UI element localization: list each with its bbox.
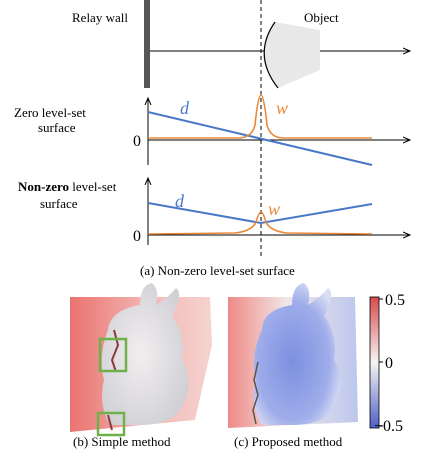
colorbar-gradient — [369, 296, 380, 429]
caption-b: (b) Simple method — [73, 434, 171, 449]
object-label: Object — [304, 10, 339, 25]
nonzero-plot-d-line — [147, 202, 373, 225]
caption-c: (c) Proposed method — [234, 434, 343, 449]
object-region — [264, 22, 320, 88]
zero-level-set-plot: Zero level-set surface 0 d w — [14, 94, 410, 166]
colorbar-label-min: −0.5 — [374, 418, 403, 435]
proposed-method-render — [228, 283, 358, 428]
zero-plot-d-label: d — [180, 98, 190, 118]
scene-diagram: Relay wall Object — [72, 0, 410, 89]
simple-bunny-shape — [101, 283, 189, 425]
simple-artifact-box-2 — [96, 411, 126, 437]
zero-surface-label-line2: surface — [38, 120, 76, 135]
nonzero-plot-zero-tick: 0 — [133, 228, 141, 245]
object-surface — [263, 21, 279, 89]
zero-plot-w-curve — [148, 94, 372, 139]
simple-artifact-box-1 — [98, 337, 128, 373]
simple-method-render — [70, 283, 212, 437]
nonzero-surface-label-line2: surface — [40, 196, 78, 211]
zero-plot-d-line — [147, 111, 373, 166]
relay-wall-label: Relay wall — [72, 10, 128, 25]
colorbar: 0.5 0 −0.5 — [369, 292, 405, 435]
nonzero-plot-d-label: d — [175, 191, 185, 211]
zero-plot-w-label: w — [276, 98, 288, 118]
colorbar-label-max: 0.5 — [385, 292, 405, 309]
nonzero-surface-label-line1: Non-zero level-set — [18, 179, 117, 194]
nonzero-rest-text: level-set — [69, 179, 117, 194]
simple-edge-artifacts — [107, 329, 120, 431]
nonzero-level-set-plot: Non-zero level-set surface 0 d w — [18, 178, 410, 245]
nonzero-plot-w-label: w — [268, 199, 280, 219]
caption-a: (a) Non-zero level-set surface — [140, 263, 295, 278]
nonzero-bold-text: Non-zero — [18, 179, 69, 194]
colorbar-label-zero: 0 — [385, 355, 393, 372]
zero-surface-label-line1: Zero level-set — [14, 105, 86, 120]
proposed-silhouette-edge — [252, 361, 259, 425]
nonzero-plot-w-curve — [147, 211, 373, 235]
zero-plot-zero-tick: 0 — [133, 133, 141, 150]
relay-wall — [144, 0, 150, 88]
proposed-bunny-shape — [254, 283, 341, 425]
